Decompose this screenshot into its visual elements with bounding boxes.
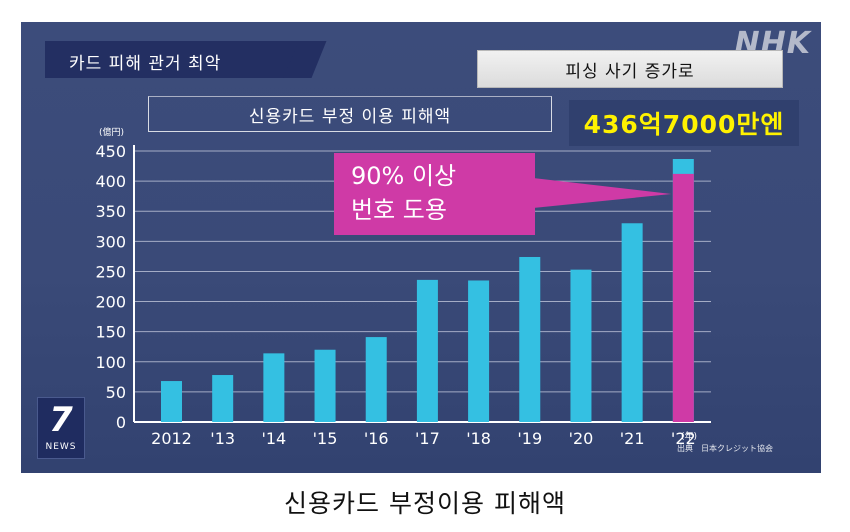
y-tick-label: 400: [95, 172, 126, 191]
x-tick-label: '17: [415, 429, 440, 448]
x-tick-label: '14: [261, 429, 286, 448]
x-tick-label: 2012: [151, 429, 192, 448]
header-title: 카드 피해 관거 최악: [69, 54, 222, 74]
x-tick-label: '13: [210, 429, 235, 448]
y-tick-label: 350: [95, 202, 126, 221]
chart-title: 신용카드 부정 이용 피해액: [148, 96, 552, 132]
bar: [263, 353, 285, 422]
bar: [161, 381, 182, 422]
y-tick-label: 0: [116, 413, 126, 432]
x-tick-label: '21: [620, 429, 645, 448]
x-tick-label: '20: [569, 429, 594, 448]
y-tick-label: 100: [95, 353, 126, 372]
x-tick-label: '22: [671, 429, 696, 448]
y-tick-label: 250: [95, 262, 126, 281]
subtitle-box: 피싱 사기 증가로: [477, 50, 783, 88]
header-bar: [45, 41, 305, 78]
y-axis-unit: (億円): [99, 126, 124, 138]
callout-box: [334, 153, 535, 235]
callout-pointer: [533, 178, 672, 208]
x-tick-label: '19: [517, 429, 542, 448]
news-logo-mark: 7: [49, 400, 73, 440]
bar: [621, 223, 643, 422]
total-label: 436억7000만엔: [569, 100, 799, 146]
bar: [468, 280, 490, 422]
y-tick-label: 300: [95, 232, 126, 251]
bar: [212, 375, 234, 422]
x-tick-label: '18: [466, 429, 491, 448]
bar: [570, 269, 592, 422]
bar: [365, 337, 387, 422]
y-tick-label: 450: [95, 142, 126, 161]
news-logo-text: NEWS: [45, 442, 77, 452]
news-frame: 카드 피해 관거 최악 NHK 피싱 사기 증가로 신용카드 부정 이용 피해액…: [21, 22, 821, 473]
bar: [519, 256, 541, 422]
callout-line-2: 번호 도용: [351, 196, 447, 224]
news-logo: 7 NEWS: [37, 397, 85, 459]
source-note: 出典 日本クレジット協会: [677, 444, 773, 453]
callout-line-1: 90% 이상: [351, 162, 456, 190]
figure-caption: 신용카드 부정이용 피해액: [284, 489, 566, 518]
y-tick-label: 150: [95, 323, 126, 342]
bar: [416, 279, 438, 422]
y-tick-label: 200: [95, 293, 126, 312]
bar-chart: 0 50 100 150 200 250 300 350 400 450 (億円) (年) 2012 '1…: [95, 126, 711, 448]
x-tick-label: '16: [364, 429, 389, 448]
x-axis-unit: (年): [681, 430, 697, 442]
y-tick-label: 50: [106, 383, 126, 402]
bar: [314, 349, 336, 422]
bar-highlight-segment: [672, 173, 694, 422]
x-tick-label: '15: [313, 429, 338, 448]
